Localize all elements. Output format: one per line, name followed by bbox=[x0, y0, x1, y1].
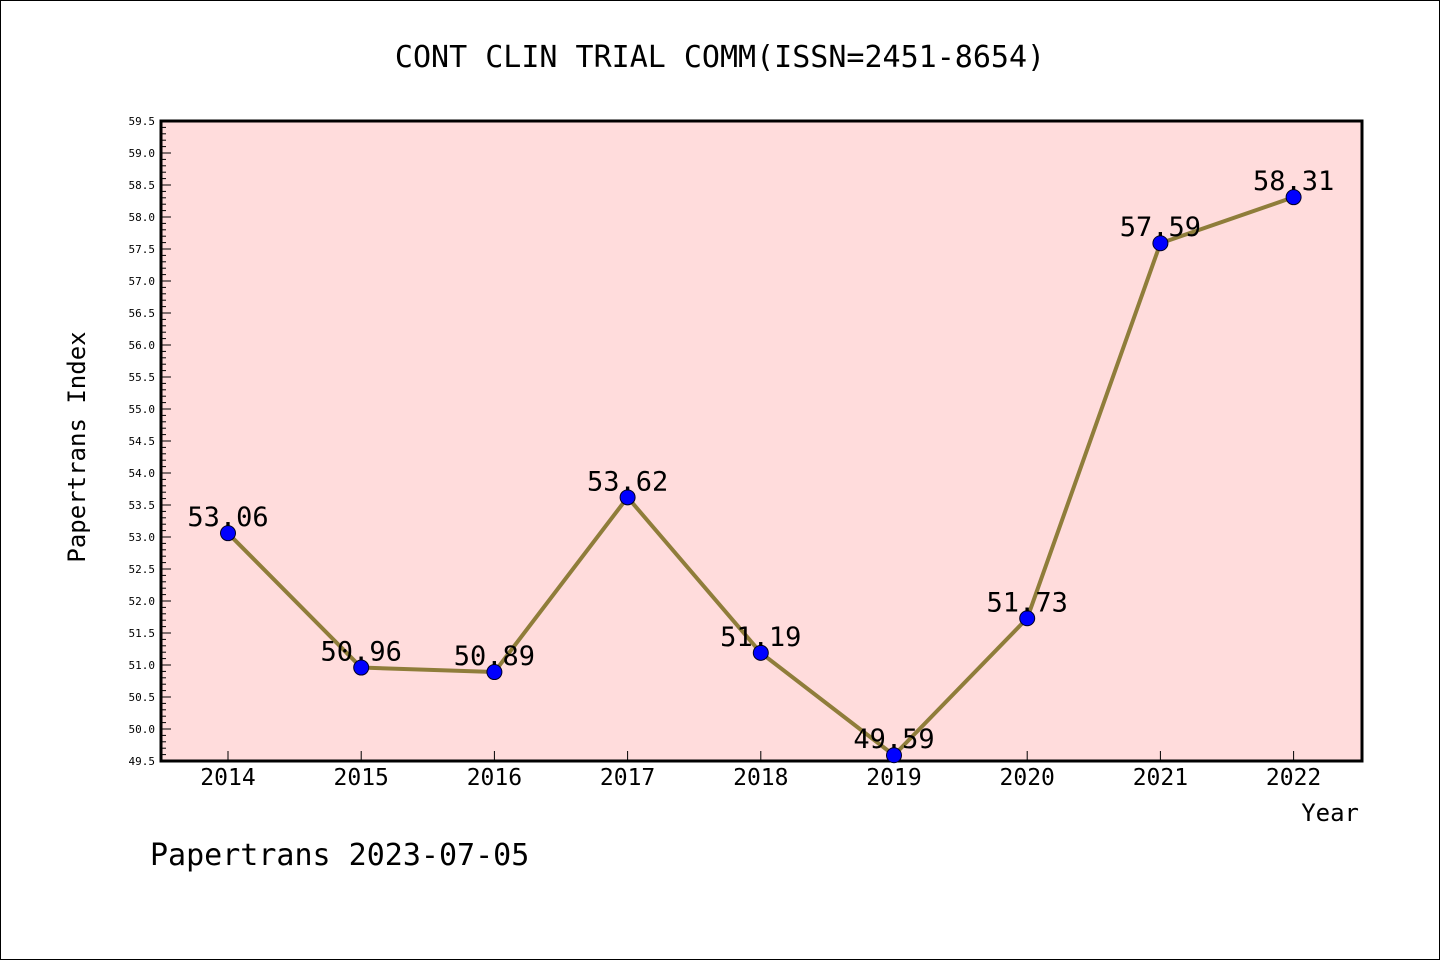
data-label: 50.89 bbox=[454, 641, 535, 672]
x-tick-label: 2022 bbox=[1266, 765, 1321, 791]
x-tick-label: 2018 bbox=[733, 765, 788, 791]
data-point bbox=[1285, 189, 1302, 206]
x-tick-label: 2016 bbox=[467, 765, 522, 791]
y-tick-label: 56.0 bbox=[129, 339, 156, 352]
data-label: 58.31 bbox=[1253, 166, 1334, 197]
y-tick-label: 55.5 bbox=[129, 371, 156, 384]
data-point bbox=[752, 644, 769, 661]
data-point bbox=[1152, 235, 1169, 252]
y-tick-label: 58.0 bbox=[129, 211, 156, 224]
data-label: 49.59 bbox=[853, 724, 934, 755]
data-label: 51.73 bbox=[987, 587, 1068, 618]
y-tick-label: 54.0 bbox=[129, 467, 156, 480]
y-tick-label: 49.5 bbox=[129, 755, 156, 768]
y-tick-label: 57.5 bbox=[129, 243, 156, 256]
data-point bbox=[486, 664, 503, 681]
y-tick-label: 52.5 bbox=[129, 563, 156, 576]
y-tick-label: 53.0 bbox=[129, 531, 156, 544]
y-tick-label: 59.5 bbox=[129, 115, 156, 128]
data-label: 50.96 bbox=[321, 637, 402, 668]
x-tick-label: 2015 bbox=[334, 765, 389, 791]
y-tick-label: 53.5 bbox=[129, 499, 156, 512]
y-tick-label: 57.0 bbox=[129, 275, 156, 288]
y-axis-label: Papertrans Index bbox=[63, 331, 91, 562]
y-tick-label: 56.5 bbox=[129, 307, 156, 320]
data-point bbox=[619, 489, 636, 506]
data-label: 51.19 bbox=[720, 622, 801, 653]
x-tick-label: 2014 bbox=[200, 765, 255, 791]
data-point bbox=[1019, 610, 1036, 627]
y-tick-label: 55.0 bbox=[129, 403, 156, 416]
y-tick-label: 51.5 bbox=[129, 627, 156, 640]
x-tick-label: 2021 bbox=[1133, 765, 1188, 791]
y-tick-label: 54.5 bbox=[129, 435, 156, 448]
data-point bbox=[886, 747, 902, 764]
y-tick-label: 51.0 bbox=[129, 659, 156, 672]
y-tick-label: 52.0 bbox=[129, 595, 156, 608]
x-tick-label: 2020 bbox=[1000, 765, 1055, 791]
data-label: 53.62 bbox=[587, 466, 668, 497]
series-group: 53.06 50.96 50.89 53.62 51.19 49.59 51.73 57.59… bbox=[187, 166, 1334, 764]
y-tick-label: 59.0 bbox=[129, 147, 156, 160]
x-tick-label: 2019 bbox=[866, 765, 921, 791]
data-label: 53.06 bbox=[187, 502, 268, 533]
y-tick-label: 50.0 bbox=[129, 723, 156, 736]
footer-date-label: Papertrans 2023-07-05 bbox=[150, 838, 529, 873]
x-tick-label: 2017 bbox=[600, 765, 655, 791]
y-axis-ticks: 49.5 50.0 50.5 51.0 51.5 52.0 52.5 53.0 53.5 54.0… bbox=[129, 115, 171, 768]
data-point bbox=[353, 659, 370, 676]
data-point bbox=[220, 525, 236, 542]
data-label: 57.59 bbox=[1120, 212, 1201, 243]
chart-title: CONT CLIN TRIAL COMM(ISSN=2451-8654) bbox=[395, 40, 1045, 75]
y-tick-label: 58.5 bbox=[129, 179, 156, 192]
x-axis-ticks: 2014 2015 2016 2017 2018 2019 2020 2021 2022 bbox=[200, 751, 1321, 791]
x-axis-label: Year bbox=[1301, 799, 1359, 827]
y-tick-label: 50.5 bbox=[129, 691, 156, 704]
